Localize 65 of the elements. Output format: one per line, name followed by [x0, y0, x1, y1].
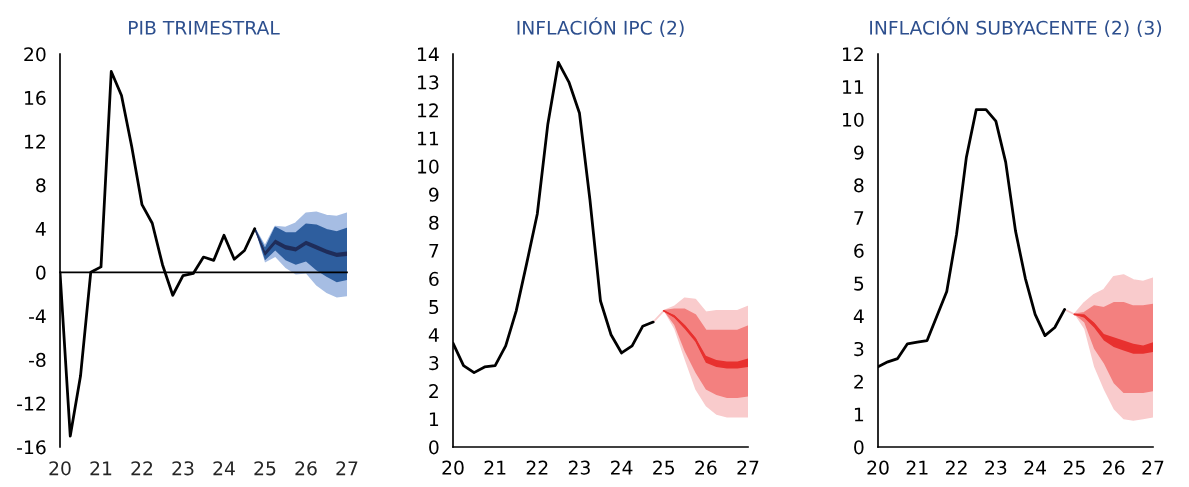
y-tick-label: 7: [854, 211, 864, 225]
y-tick-label: 1: [429, 412, 439, 427]
y-tick-label: 6: [429, 271, 439, 286]
x-tick-label: 25: [254, 461, 276, 476]
y-tick-label: 12: [418, 103, 438, 118]
y-tick-label: 7: [429, 243, 439, 258]
y-tick-label: -16: [17, 440, 46, 455]
y-tick-label: 14: [418, 47, 439, 62]
chart-title: INFLACIÓN IPC (2): [517, 17, 684, 38]
y-tick-label: 4: [35, 222, 46, 236]
x-tick-label: 20: [442, 460, 464, 475]
y-tick-label: 2: [429, 384, 438, 398]
x-tick-label: 27: [1142, 460, 1164, 475]
y-tick-label: 10: [418, 159, 439, 174]
y-tick-label: 20: [24, 47, 46, 62]
x-tick-label: 23: [172, 461, 194, 476]
x-tick-label: 24: [1024, 460, 1047, 475]
y-tick-label: 11: [843, 80, 864, 94]
y-tick-label: 2: [854, 374, 863, 389]
y-tick-label: 12: [25, 134, 45, 149]
y-tick-label: 5: [854, 276, 864, 291]
y-tick-label: -4: [29, 309, 46, 324]
x-tick-label: 23: [985, 460, 1007, 475]
x-tick-label: 22: [526, 460, 548, 475]
y-tick-label: 8: [36, 178, 46, 193]
x-tick-label: 23: [568, 460, 590, 475]
y-tick-label: 0: [854, 440, 864, 455]
x-tick-label: 27: [737, 460, 759, 475]
y-tick-label: 5: [429, 300, 439, 315]
x-tick-label: 27: [336, 461, 358, 476]
x-tick-label: 24: [213, 461, 235, 476]
y-tick-label: 4: [853, 309, 864, 324]
chart-title: PIB TRIMESTRAL: [129, 20, 280, 35]
x-tick-label: 22: [131, 461, 153, 476]
x-tick-label: 24: [611, 460, 633, 475]
x-tick-label: 26: [695, 460, 717, 475]
x-tick-label: 20: [867, 460, 889, 475]
y-tick-label: 6: [854, 243, 864, 258]
y-tick-label: 9: [854, 145, 864, 160]
x-tick-label: 26: [1103, 460, 1125, 475]
x-tick-label: 26: [295, 461, 317, 476]
y-tick-label: 8: [854, 178, 864, 193]
y-tick-label: 13: [418, 75, 439, 90]
x-tick-label: 21: [90, 461, 112, 476]
y-tick-label: 3: [429, 355, 439, 371]
y-tick-label: 1: [854, 407, 864, 422]
y-tick-label: -8: [29, 352, 46, 368]
y-tick-label: 8: [429, 215, 439, 230]
y-tick-label: 9: [429, 187, 439, 202]
y-tick-label: 0: [429, 440, 439, 455]
y-tick-label: 4: [428, 328, 439, 342]
chart-title: INFLACIÓN SUBYACENTE (2) (3): [870, 17, 1162, 38]
y-tick-label: 11: [418, 131, 439, 146]
x-tick-label: 21: [484, 460, 506, 475]
x-tick-label: 20: [49, 461, 71, 476]
y-tick-label: 12: [843, 47, 863, 62]
x-tick-label: 21: [906, 460, 928, 475]
y-tick-label: 10: [843, 112, 864, 127]
y-tick-label: -12: [17, 396, 45, 411]
y-tick-label: 0: [36, 265, 46, 280]
x-tick-label: 25: [1063, 460, 1085, 475]
x-tick-label: 25: [653, 460, 675, 475]
y-tick-label: 16: [25, 90, 46, 106]
x-tick-label: 22: [946, 460, 967, 475]
y-tick-label: 3: [854, 341, 864, 357]
